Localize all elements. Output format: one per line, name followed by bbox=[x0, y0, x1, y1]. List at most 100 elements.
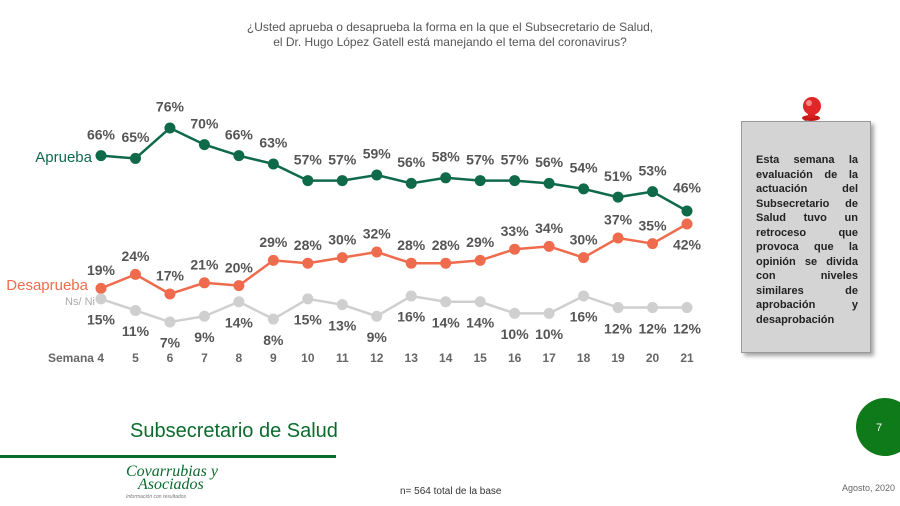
data-point bbox=[95, 293, 107, 305]
data-point bbox=[336, 299, 348, 311]
approval-line-chart: 66% 65%76%70%66%63%57% 57% 59%56% 58% 57% 57% 5… bbox=[6, 99, 702, 365]
data-label: 13% bbox=[328, 317, 357, 333]
data-label: 19% bbox=[87, 262, 116, 278]
data-point bbox=[440, 172, 452, 184]
data-label: 10% bbox=[501, 326, 530, 342]
data-point bbox=[681, 218, 693, 230]
x-tick-label: 21 bbox=[680, 351, 694, 365]
data-point bbox=[233, 280, 245, 292]
x-tick-label: 8 bbox=[236, 351, 243, 365]
data-point bbox=[474, 254, 486, 266]
data-label: 57% bbox=[501, 151, 530, 167]
data-point bbox=[474, 296, 486, 308]
data-label: 56% bbox=[535, 154, 564, 170]
data-label: 57% bbox=[294, 151, 323, 167]
data-point bbox=[164, 316, 176, 328]
data-point bbox=[647, 302, 659, 314]
x-tick-label: 11 bbox=[336, 351, 349, 365]
data-label: 63% bbox=[259, 135, 288, 151]
x-tick-label: 18 bbox=[577, 351, 591, 365]
data-label: 14% bbox=[432, 314, 461, 330]
data-point bbox=[543, 177, 555, 189]
data-label: 28% bbox=[397, 237, 426, 253]
section-title: Subsecretario de Salud bbox=[130, 420, 338, 442]
company-logo: Covarrubias y Asociados Información con … bbox=[126, 464, 226, 501]
legend-label-0: Aprueba bbox=[35, 149, 92, 166]
data-point bbox=[233, 150, 245, 162]
summary-note-text: Esta semana la evaluación de la actuació… bbox=[756, 154, 858, 326]
data-point bbox=[681, 205, 693, 217]
data-point bbox=[647, 238, 659, 250]
data-label: 66% bbox=[87, 126, 116, 142]
summary-note: Esta semana la evaluación de la actuació… bbox=[741, 121, 871, 353]
data-label: 21% bbox=[190, 257, 219, 273]
data-point bbox=[509, 243, 521, 255]
data-point bbox=[612, 191, 624, 203]
x-tick-label: 6 bbox=[167, 351, 174, 365]
data-point bbox=[95, 282, 107, 294]
data-label: 28% bbox=[294, 237, 323, 253]
data-point bbox=[405, 177, 417, 189]
x-tick-label: 9 bbox=[270, 351, 277, 365]
data-label: 66% bbox=[225, 126, 254, 142]
x-tick-label: 7 bbox=[201, 351, 208, 365]
data-label: 12% bbox=[673, 320, 702, 336]
data-point bbox=[302, 257, 314, 269]
series-line-0 bbox=[100, 126, 688, 213]
data-label: 14% bbox=[466, 314, 495, 330]
x-tick-label: 12 bbox=[370, 351, 384, 365]
data-label: 76% bbox=[156, 99, 185, 115]
data-point bbox=[267, 254, 279, 266]
x-tick-label: 10 bbox=[301, 351, 315, 365]
data-label: 30% bbox=[570, 231, 599, 247]
x-tick-label: 5 bbox=[132, 351, 139, 365]
data-point bbox=[371, 246, 383, 258]
data-label: 56% bbox=[397, 154, 426, 170]
question-line-1: ¿Usted aprueba o desaprueba la forma en … bbox=[246, 20, 654, 34]
data-point bbox=[129, 268, 141, 280]
legend-label-2: Ns/ Ni bbox=[65, 296, 95, 308]
data-label: 57% bbox=[328, 151, 357, 167]
x-tick-label: 16 bbox=[508, 351, 522, 365]
data-point bbox=[198, 310, 210, 322]
data-point bbox=[474, 175, 486, 187]
data-point bbox=[681, 302, 693, 314]
data-point bbox=[302, 293, 314, 305]
title-underline bbox=[0, 455, 336, 458]
data-label: 51% bbox=[604, 168, 633, 184]
data-point bbox=[267, 313, 279, 325]
series-line-2 bbox=[100, 294, 687, 324]
legend-label-1: Desaprueba bbox=[6, 277, 88, 294]
data-label: 10% bbox=[535, 326, 564, 342]
data-point bbox=[543, 307, 555, 319]
data-point bbox=[336, 175, 348, 187]
data-label: 16% bbox=[570, 309, 599, 325]
data-label: 17% bbox=[156, 268, 185, 284]
question-line-2: el Dr. Hugo López Gatell está manejando … bbox=[273, 35, 627, 49]
data-point bbox=[509, 307, 521, 319]
data-label: 42% bbox=[673, 237, 702, 253]
data-point bbox=[129, 152, 141, 164]
data-label: 46% bbox=[673, 180, 702, 196]
data-label: 58% bbox=[432, 149, 461, 165]
data-point bbox=[233, 296, 245, 308]
data-label: 29% bbox=[466, 234, 495, 250]
data-point bbox=[440, 257, 452, 269]
data-label: 33% bbox=[501, 223, 530, 239]
data-label: 70% bbox=[190, 115, 219, 131]
data-label: 32% bbox=[363, 226, 392, 242]
logo-line-2: Asociados bbox=[138, 476, 204, 493]
data-label: 54% bbox=[570, 160, 599, 176]
logo-tagline: Información con resultados bbox=[126, 494, 187, 500]
data-point bbox=[405, 290, 417, 302]
data-point bbox=[198, 139, 210, 151]
data-point bbox=[612, 232, 624, 244]
data-point bbox=[129, 304, 141, 316]
data-label: 30% bbox=[328, 231, 357, 247]
date-note: Agosto, 2020 bbox=[842, 483, 896, 493]
x-tick-label: 14 bbox=[439, 351, 453, 365]
data-point bbox=[371, 169, 383, 181]
data-label: 12% bbox=[604, 320, 633, 336]
data-label: 24% bbox=[121, 248, 150, 264]
data-point bbox=[302, 175, 314, 187]
